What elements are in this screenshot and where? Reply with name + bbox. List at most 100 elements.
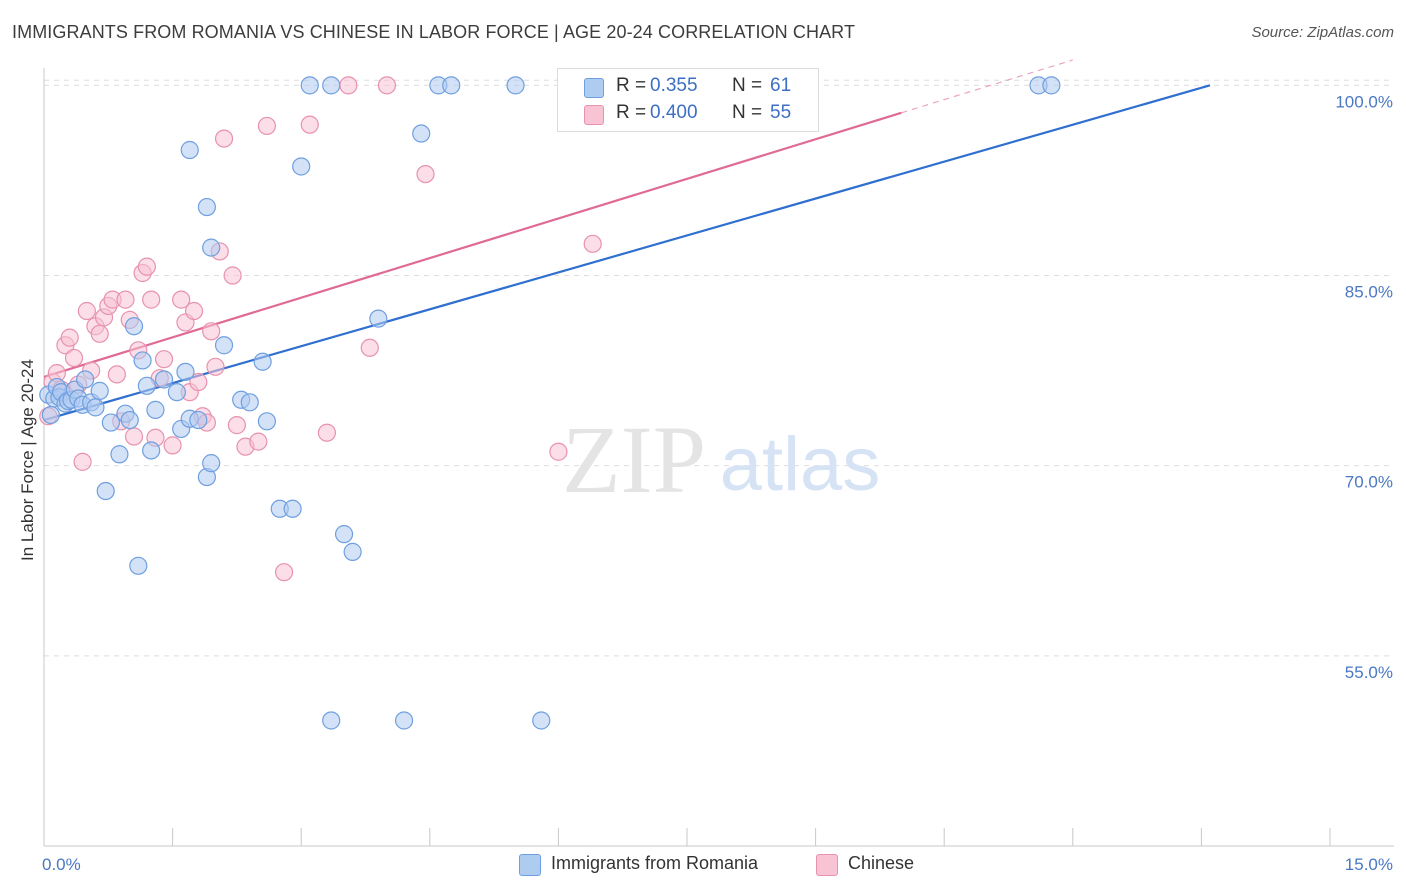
data-point [76, 370, 95, 389]
data-point [96, 481, 115, 501]
data-point [214, 336, 234, 355]
legend-r-value: 0.400 [650, 102, 698, 123]
data-point [107, 365, 126, 384]
y-tick-label: 70.0% [1345, 473, 1393, 492]
data-point [202, 322, 221, 341]
data-point [253, 352, 272, 371]
data-point [137, 257, 156, 276]
data-point [369, 309, 388, 328]
correlation-legend: R = 0.355 N = 61 R = 0.400 N = 55 [557, 68, 819, 132]
trend-line [43, 84, 1211, 422]
x-tick-label: 0.0% [42, 855, 81, 874]
data-point [416, 164, 435, 184]
tick-labels: 55.0% 70.0% 85.0% 100.0% 0.0% 15.0% [42, 92, 1393, 874]
series-swatch-chinese [816, 854, 838, 876]
y-tick-label: 100.0% [1335, 92, 1393, 111]
legend-swatch-chinese [584, 105, 604, 125]
data-point [180, 140, 199, 160]
data-point [142, 441, 161, 460]
data-point [124, 427, 144, 446]
data-point [189, 410, 208, 430]
y-tick-label: 85.0% [1345, 283, 1393, 302]
data-point [240, 393, 259, 412]
data-point [77, 301, 96, 321]
data-point [257, 116, 277, 136]
data-point [146, 400, 165, 419]
watermark-atlas: atlas [720, 422, 881, 507]
legend-n-label: N = [732, 102, 763, 123]
data-point [412, 124, 431, 143]
data-point [583, 234, 602, 253]
data-point [172, 290, 191, 309]
x-tick-label: 15.0% [1345, 855, 1393, 874]
data-point [257, 412, 277, 431]
data-point [60, 328, 79, 347]
data-point [506, 76, 525, 95]
data-point [124, 317, 144, 336]
data-point [300, 76, 319, 95]
series-label-romania: Immigrants from Romania [551, 853, 759, 873]
legend-r-value: 0.355 [650, 75, 698, 96]
data-point [532, 711, 551, 730]
series-label-chinese: Chinese [848, 853, 915, 873]
data-point [377, 76, 397, 95]
legend-n-value: 61 [770, 75, 792, 96]
data-point [129, 556, 148, 575]
y-tick-label: 55.0% [1345, 663, 1393, 682]
axes [43, 68, 1394, 847]
data-point [163, 436, 182, 455]
data-point [360, 338, 379, 357]
data-point [64, 348, 84, 368]
data-point [206, 357, 225, 376]
trend-lines [43, 59, 1211, 422]
data-point [202, 454, 221, 473]
data-point [300, 115, 319, 134]
data-point [283, 499, 302, 518]
legend-n-label: N = [732, 75, 763, 96]
data-point [317, 423, 337, 442]
data-point [223, 266, 242, 285]
legend-r-label: R = [616, 102, 647, 123]
data-points [39, 76, 1061, 730]
data-point [1042, 76, 1061, 95]
data-point [322, 711, 341, 730]
data-point [214, 129, 234, 148]
legend-swatch-romania [584, 78, 604, 98]
gridlines [44, 79, 1394, 657]
data-point [142, 290, 161, 309]
data-point [167, 383, 186, 402]
data-point [202, 238, 221, 257]
data-point [110, 445, 129, 464]
data-point [189, 372, 208, 392]
data-point [274, 563, 294, 582]
legend-r-label: R = [616, 75, 647, 96]
data-point [120, 410, 139, 430]
data-point [41, 405, 60, 425]
data-point [133, 351, 152, 370]
y-axis-label: In Labor Force | Age 20-24 [18, 359, 37, 561]
series-legend: Immigrants from Romania Chinese [0, 852, 1406, 878]
data-point [137, 376, 156, 395]
data-point [334, 525, 354, 544]
data-point [549, 442, 568, 461]
data-point [116, 290, 135, 309]
data-point [322, 76, 341, 95]
data-point [227, 416, 246, 435]
data-point [343, 542, 362, 561]
data-point [184, 301, 204, 321]
data-point [90, 324, 109, 343]
data-point [249, 432, 268, 451]
data-point [197, 197, 216, 217]
series-swatch-romania [519, 854, 541, 876]
data-point [101, 413, 120, 432]
legend-n-value: 55 [770, 102, 792, 123]
data-point [154, 370, 174, 389]
trend-line-extension [901, 59, 1073, 114]
data-point [394, 711, 414, 730]
data-point [339, 76, 358, 95]
data-point [442, 76, 461, 95]
watermark-zip: ZIP [562, 406, 706, 513]
source-label: Source: ZipAtlas.com [1251, 24, 1394, 41]
trend-line [43, 111, 902, 378]
